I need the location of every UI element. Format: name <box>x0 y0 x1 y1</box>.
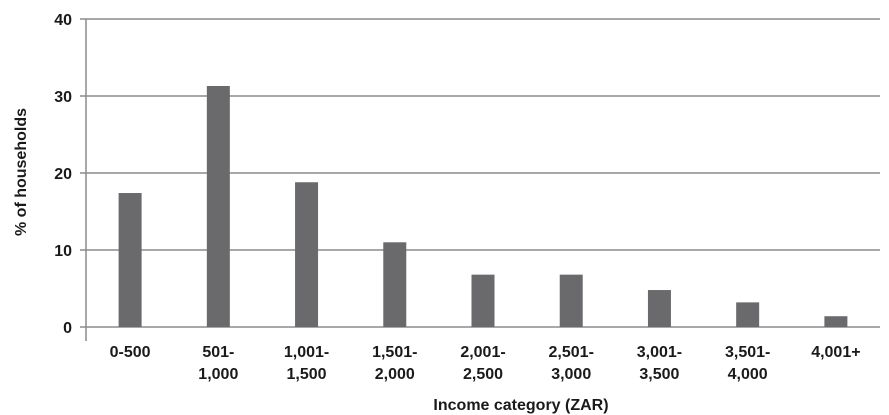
x-tick-label: 2,501-3,000 <box>549 344 594 383</box>
x-tick-label: 4,001+ <box>811 344 860 361</box>
x-tick-label: 501-1,000 <box>198 344 238 383</box>
y-tick-label: 0 <box>63 320 72 337</box>
y-axis-title: % of households <box>13 108 30 236</box>
x-tick-label: 0-500 <box>110 344 151 361</box>
x-axis-title: Income category (ZAR) <box>433 397 608 414</box>
bar <box>206 85 230 328</box>
y-tick-label: 40 <box>54 12 72 29</box>
bar <box>736 302 760 327</box>
y-tick-labels: 0 10 20 30 40 <box>54 12 72 337</box>
x-tick-label: 2,001-2,500 <box>460 344 505 383</box>
bar <box>824 316 848 327</box>
y-tick-label: 20 <box>54 166 72 183</box>
gridlines <box>80 18 880 251</box>
x-tick-label: 1,501-2,000 <box>372 344 417 383</box>
bar <box>559 274 583 327</box>
x-tick-label: 1,001-1,500 <box>284 344 329 383</box>
bar <box>295 182 319 327</box>
x-tick-label: 3,501-4,000 <box>725 344 770 383</box>
bar <box>118 193 142 327</box>
x-tick-labels: 0-500 501-1,000 1,001-1,500 1,501-2,000 2,00… <box>110 344 861 383</box>
bar <box>471 274 495 327</box>
bar <box>647 290 671 327</box>
bars <box>118 85 848 328</box>
y-tick-label: 10 <box>54 243 72 260</box>
x-tick-label: 3,001-3,500 <box>637 344 682 383</box>
y-tick-label: 30 <box>54 89 72 106</box>
bar <box>383 242 407 327</box>
